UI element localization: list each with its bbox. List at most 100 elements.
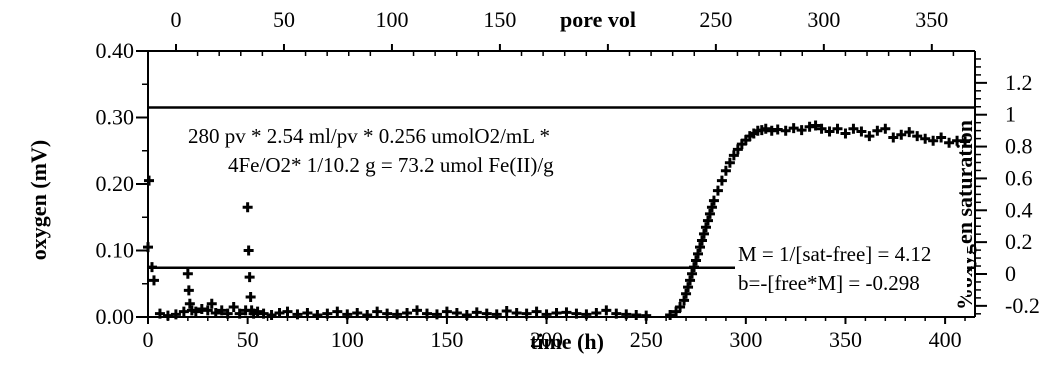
y-tick-label: 0.40 [96, 38, 135, 63]
data-point [679, 295, 690, 306]
data-point [242, 202, 253, 213]
data-point [210, 308, 221, 319]
x2-tick-label: 150 [483, 7, 516, 32]
data-point [698, 228, 709, 239]
x2-tick-label: 0 [171, 7, 182, 32]
x2-axis-title: pore vol [560, 7, 636, 32]
data-point [880, 123, 891, 134]
data-point [696, 235, 707, 246]
x-tick-label: 200 [530, 327, 563, 352]
data-point [601, 305, 612, 316]
data-point [352, 308, 363, 319]
data-point [816, 123, 827, 134]
data-point [228, 302, 239, 313]
data-point [243, 245, 254, 256]
data-point [856, 126, 867, 137]
data-point [728, 150, 739, 161]
y-axis-title: oxygen (mV) [26, 140, 51, 260]
y2-tick-label: 0.8 [1005, 134, 1033, 159]
data-point [687, 268, 698, 279]
axis-tick-labels: 0 50 100 150 200 250 300 350 4000.000.100.200.30… [96, 7, 1040, 352]
data-point [732, 144, 743, 155]
data-point [282, 306, 293, 317]
data-point [960, 136, 971, 147]
x-tick-label: 300 [729, 327, 762, 352]
x-tick-label: 0 [143, 327, 154, 352]
y-tick-label: 0.00 [96, 304, 135, 329]
data-point [146, 262, 157, 273]
data-point [183, 285, 194, 296]
data-point [322, 308, 333, 319]
data-point [864, 131, 875, 142]
data-point [896, 129, 907, 140]
data-point [190, 306, 201, 317]
x-tick-label: 350 [829, 327, 862, 352]
data-point [591, 308, 602, 319]
data-point [824, 126, 835, 137]
data-point [724, 157, 735, 168]
data-point [700, 222, 711, 233]
data-point [292, 309, 303, 320]
data-point [928, 135, 939, 146]
data-point [810, 120, 821, 131]
data-point [872, 125, 883, 136]
data-point [641, 310, 652, 321]
data-point [561, 307, 572, 318]
data-point [704, 208, 715, 219]
data-point [402, 308, 413, 319]
data-point [708, 195, 719, 206]
data-point [716, 175, 727, 186]
data-point [501, 306, 512, 317]
x2-tick-label: 350 [915, 7, 948, 32]
data-point [491, 309, 502, 320]
y2-tick-label: 1 [1005, 102, 1016, 127]
x2-tick-label: 50 [273, 7, 295, 32]
data-point [266, 310, 277, 321]
data-point [184, 298, 195, 309]
data-point [148, 275, 159, 286]
data-point [170, 309, 181, 320]
data-point [421, 308, 432, 319]
data-point [521, 308, 532, 319]
data-point [392, 309, 403, 320]
data-point [154, 308, 165, 319]
data-point [796, 125, 807, 136]
data-point [675, 302, 686, 313]
data-point [689, 262, 700, 273]
data-point [685, 275, 696, 286]
data-point [848, 123, 859, 134]
data-point [832, 123, 843, 134]
data-point [720, 165, 731, 176]
x-tick-label: 250 [630, 327, 663, 352]
data-point [245, 292, 256, 303]
x2-tick-label: 250 [699, 7, 732, 32]
data-point [234, 308, 245, 319]
data-point [143, 242, 153, 253]
y2-tick-label: -0.2 [1005, 293, 1040, 318]
data-points [143, 120, 971, 321]
data-point [904, 127, 915, 138]
data-point [216, 305, 227, 316]
data-point [143, 175, 154, 186]
data-point [665, 310, 676, 321]
y2-tick-label: 0 [1005, 261, 1016, 286]
data-point [541, 309, 552, 320]
x2-tick-label: 300 [807, 7, 840, 32]
data-point [681, 288, 692, 299]
data-point [481, 308, 492, 319]
data-point [206, 298, 217, 309]
data-point [461, 310, 472, 321]
data-point [702, 215, 713, 226]
y-tick-label: 0.20 [96, 171, 135, 196]
x-tick-label: 150 [430, 327, 463, 352]
data-point [683, 282, 694, 293]
x-tick-label: 50 [237, 327, 259, 352]
data-point [712, 185, 723, 196]
annotation-calc-line2: 4Fe/O2* 1/10.2 g = 73.2 umol Fe(II)/g [228, 153, 554, 177]
data-point [372, 306, 383, 317]
data-point [780, 125, 791, 136]
data-point [840, 128, 851, 139]
data-point [611, 308, 622, 319]
data-point [788, 123, 799, 134]
